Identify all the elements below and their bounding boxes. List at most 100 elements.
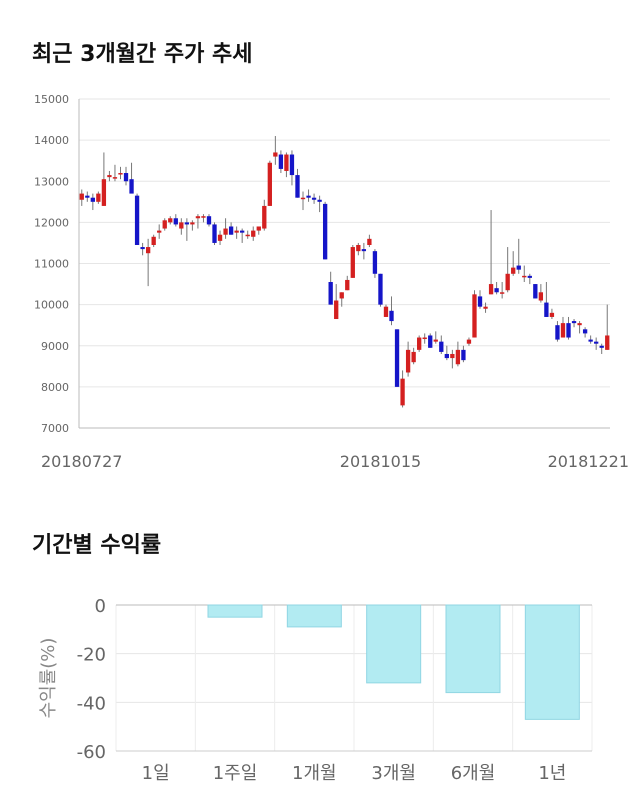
- candle-body: [140, 247, 145, 250]
- x-tick-label: 1일: [142, 763, 170, 784]
- candle-body: [538, 292, 544, 301]
- candle-body: [372, 251, 378, 274]
- candle-body: [311, 197, 317, 200]
- candle-body: [240, 230, 245, 233]
- y-tick-label: 12000: [34, 216, 69, 229]
- candle-body: [367, 238, 372, 245]
- return-bar: [207, 604, 263, 618]
- candle-body: [212, 224, 217, 243]
- candle-body: [217, 234, 223, 241]
- y-tick-label: -60: [77, 742, 106, 763]
- candle-body: [334, 300, 339, 320]
- candle-body: [123, 173, 129, 182]
- x-tick-label: 1개월: [292, 763, 337, 784]
- x-tick-label: 20181015: [340, 452, 421, 471]
- candle-body: [571, 321, 577, 324]
- candle-body: [328, 282, 333, 305]
- candle-body: [544, 302, 549, 317]
- candle-body: [96, 193, 101, 202]
- candle-body: [417, 337, 422, 350]
- candle-body: [361, 249, 367, 252]
- candle-body: [157, 230, 162, 233]
- candle-body: [394, 329, 400, 387]
- candle-body: [450, 353, 455, 359]
- y-tick-label: 0: [95, 596, 106, 617]
- candle-body: [162, 220, 167, 229]
- return-bar: [445, 604, 501, 694]
- candle-body: [322, 203, 328, 260]
- y-tick-label: 13000: [34, 175, 69, 188]
- candle-body: [90, 197, 95, 202]
- candle-body: [555, 325, 560, 340]
- y-tick-label: 8000: [41, 381, 69, 394]
- candle-body: [107, 175, 112, 178]
- x-tick-label: 1년: [538, 763, 566, 784]
- candle-body: [439, 341, 444, 352]
- candle-body: [488, 284, 494, 295]
- candle-body: [179, 222, 184, 229]
- candle-body: [184, 222, 190, 225]
- candle-body: [477, 296, 483, 307]
- x-tick-label: 1주일: [213, 763, 258, 784]
- candle-body: [383, 306, 389, 317]
- candle-body: [289, 154, 295, 176]
- candle-body: [466, 339, 472, 344]
- candle-body: [273, 152, 278, 157]
- candle-body: [378, 273, 383, 305]
- candle-body: [306, 195, 311, 198]
- candle-body: [350, 247, 355, 278]
- return-bar: [524, 604, 580, 720]
- candle-body: [444, 353, 449, 359]
- candle-body: [101, 179, 107, 206]
- candle-body: [566, 323, 571, 338]
- price-chart-title: 최근 3개월간 주가 추세: [32, 42, 253, 67]
- candle-body: [582, 329, 588, 334]
- candle-body: [577, 323, 582, 326]
- candle-body: [549, 312, 555, 317]
- candle-body: [560, 323, 566, 338]
- candle-body: [134, 195, 140, 245]
- candle-body: [533, 284, 538, 299]
- candlestick-chart: 7000 8000 9000 10000 11000 12000 13000 14000 150…: [34, 93, 629, 471]
- x-tick-label: 3개월: [371, 763, 416, 784]
- candle-body: [522, 275, 527, 278]
- y-tick-label: 11000: [34, 258, 69, 271]
- candle-body: [118, 173, 123, 175]
- candle-body: [433, 339, 438, 342]
- candle-body: [284, 154, 289, 171]
- candle-body: [405, 349, 411, 373]
- x-tick-label: 20181221: [548, 452, 629, 471]
- candle-body: [300, 197, 306, 200]
- y-tick-label: 15000: [34, 93, 69, 106]
- candle-body: [422, 337, 427, 340]
- y-tick-label: 14000: [34, 134, 69, 147]
- candle-body: [356, 244, 361, 252]
- y-axis-label: 수익률(%): [38, 638, 59, 719]
- candle-body: [112, 177, 118, 179]
- candle-body: [195, 216, 201, 219]
- candle-body: [295, 175, 300, 198]
- y-tick-label: 10000: [34, 299, 69, 312]
- candle-body: [400, 378, 405, 406]
- candle-body: [317, 199, 322, 202]
- candle-body: [345, 279, 350, 291]
- candle-body: [428, 335, 433, 348]
- candle-body: [411, 351, 416, 363]
- candle-body: [234, 230, 239, 233]
- returns-chart-title: 기간별 수익률: [32, 533, 162, 558]
- candle-body: [262, 205, 267, 229]
- candle-body: [494, 288, 499, 293]
- y-tick-label: -20: [77, 645, 106, 666]
- candle-body: [173, 218, 178, 225]
- candle-body: [505, 273, 510, 291]
- candle-body: [278, 154, 284, 169]
- candle-body: [511, 267, 516, 274]
- candle-body: [151, 236, 156, 245]
- candle-body: [516, 265, 521, 270]
- candle-body: [201, 216, 206, 218]
- candle-body: [389, 310, 394, 322]
- candle-body: [594, 341, 599, 344]
- candle-body: [206, 216, 212, 225]
- candle-body: [85, 195, 90, 198]
- candle-body: [455, 349, 461, 365]
